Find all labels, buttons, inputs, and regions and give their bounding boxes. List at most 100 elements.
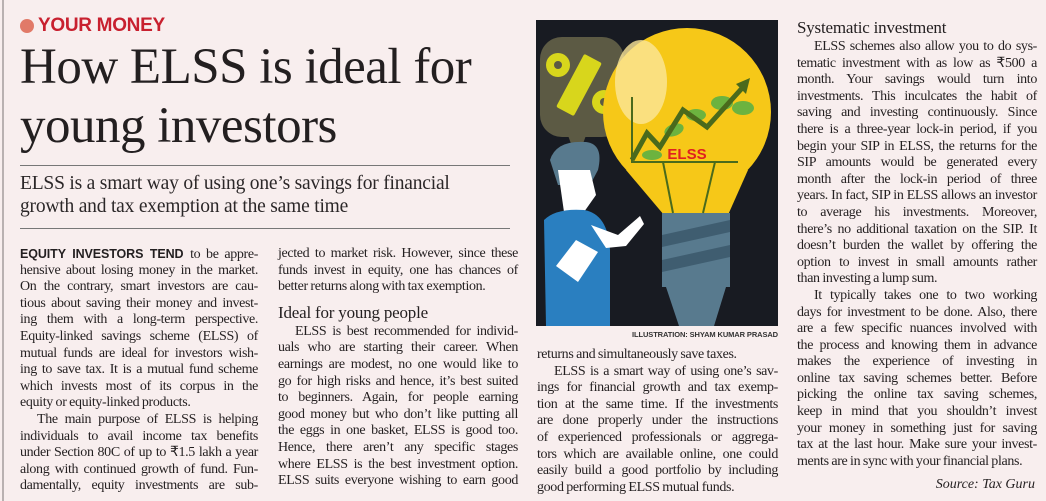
line-text: to beginners. Again, for people earning: [278, 390, 518, 406]
line-text: good money but who don’t like putting al…: [278, 406, 518, 422]
text-line: along with continued growth of fund. Fun…: [20, 462, 258, 479]
text-line: returns and simultaneously save taxes.: [537, 347, 778, 364]
person-figure: [544, 141, 644, 326]
line-text: your money in something just for saving: [797, 420, 1037, 436]
line-text: doesn’t burden the wallet by offering th…: [797, 238, 1037, 254]
article-column-2: jected to market risk. However, since th…: [278, 246, 518, 490]
text-line: ELSS suits everyone wishing to earn good: [278, 473, 518, 490]
text-line: picking the online tax saving schemes,: [797, 387, 1037, 404]
headline: How ELSS is ideal for young investors: [20, 38, 520, 156]
text-line: month. Your savings would turn into: [797, 72, 1037, 89]
line-text: earnings are modest, no one would like t…: [278, 356, 518, 372]
text-line: days for investment to be done. Also, th…: [797, 305, 1037, 322]
line-text: tors which are available online, one cou…: [537, 446, 778, 462]
divider: [20, 165, 510, 166]
text-line: the eggs in one basket, ELSS is good too…: [278, 423, 518, 440]
line-text: the process and knowing them in advance: [797, 337, 1037, 353]
text-line: investments. This inculcates the habit o…: [797, 89, 1037, 106]
text-line: ments are in sync with your financial pl…: [797, 454, 1037, 471]
deck-line: growth and tax exemption at the same tim…: [20, 196, 349, 217]
text-line: makes the experience of investing in: [797, 354, 1037, 371]
line-text: are done properly under the instructions: [537, 413, 778, 429]
line-text: years. In fact, SIP in ELSS allows an in…: [797, 188, 1037, 204]
line-text: funds invest in equity, one has chances …: [278, 262, 518, 278]
text-line: the process and knowing them in advance: [797, 338, 1037, 355]
line-text: ELSS schemes also allow you to do sys-: [814, 39, 1037, 54]
text-line: doesn’t burden the wallet by offering th…: [797, 238, 1037, 255]
text-line: than investing a lump sum.: [797, 271, 1037, 288]
illustration-credit: ILLUSTRATION: SHYAM KUMAR PRASAD: [632, 330, 778, 339]
text-line: to beginners. Again, for people earning: [278, 390, 518, 407]
text-line: are a few specific nuances involved with: [797, 321, 1037, 338]
line-text: Equity-linked savings scheme (ELSS) of: [20, 328, 258, 344]
subheading: Ideal for young people: [278, 302, 428, 322]
line-text: ings for financial growth and tax exemp-: [537, 380, 778, 396]
text-line: It typically takes one to two working: [797, 288, 1037, 305]
line-text: jected to market risk. However, since th…: [278, 246, 518, 261]
text-line: saving and investing continuously. Since: [797, 105, 1037, 122]
text-line: funds invest in equity, one has chances …: [278, 263, 518, 280]
line-text: month. Your savings would turn into: [797, 72, 1037, 88]
text-line: hensive about losing money in the market…: [20, 263, 258, 280]
line-text: SIP amounts would be generated every: [797, 155, 1037, 171]
line-text: individuals to avail income tax benefits: [20, 428, 258, 444]
line-text: saving and investing continuously. Since: [797, 105, 1037, 121]
line-text: begin your SIP in ELSS, the returns for …: [797, 138, 1037, 154]
line-text: damentally, equity investments are sub-: [20, 478, 258, 494]
text-line: which invests most of its corpus in the: [20, 379, 258, 396]
line-text: picking the online tax saving schemes,: [797, 387, 1037, 403]
line-text: investments. This inculcates the habit o…: [797, 88, 1037, 104]
text-line: easily build a good portfolio by includi…: [537, 463, 778, 480]
text-line: jected to market risk. However, since th…: [278, 246, 518, 263]
text-line: tious about saving their money and inves…: [20, 296, 258, 313]
text-line: good performing ELSS mutual funds.: [537, 480, 778, 497]
line-text: under Section 80C of up to ₹1.5 lakh a y…: [20, 445, 258, 461]
line-text: tion at the same time. If the investment…: [537, 396, 778, 412]
line-text: tious about saving their money and inves…: [20, 295, 258, 311]
section-label: YOUR MONEY: [38, 15, 165, 36]
line-text: ments are in sync with your financial pl…: [797, 453, 1023, 469]
line-text: online tax saving schemes better. Before: [797, 370, 1037, 386]
line-text: are a few specific nuances involved with: [797, 321, 1037, 337]
text-line: tax at the last hour. Make sure your inv…: [797, 437, 1037, 454]
deck: ELSS is a smart way of using one’s savin…: [20, 172, 520, 218]
text-line: better returns along with tax exemption.: [278, 279, 518, 296]
line-text: there’s no additional taxation on the SI…: [797, 221, 1037, 237]
headline-line: How ELSS is ideal for: [20, 39, 472, 95]
article-column-3: returns and simultaneously save taxes. EL…: [537, 347, 778, 496]
text-line: to average his investments. Moreover,: [797, 205, 1037, 222]
text-line: ELSS schemes also allow you to do sys-: [797, 39, 1037, 56]
chart-label: ELSS: [667, 146, 706, 163]
line-text: than investing a lump sum.: [797, 271, 938, 287]
line-text: equity or equity-linked products.: [20, 395, 191, 411]
text-line: ELSS is best recommended for individ-: [278, 324, 518, 341]
text-line: tion at the same time. If the investment…: [537, 397, 778, 414]
text-line: years. In fact, SIP in ELSS allows an in…: [797, 188, 1037, 205]
text-line: there is a three-year lock-in period, if…: [797, 122, 1037, 139]
line-text: ELSS is a smart way of using one’s sav-: [554, 363, 778, 379]
headline-line: young investors: [20, 98, 337, 154]
line-text: the eggs in one basket, ELSS is good too…: [278, 423, 518, 439]
line-text: where ELSS is the best investment option…: [278, 456, 518, 472]
line-text: days for investment to be done. Also, th…: [797, 304, 1037, 320]
text-line: are done properly under the instructions: [537, 413, 778, 430]
line-text: ELSS is best recommended for individ-: [295, 323, 518, 339]
growth-chart-icon: ELSS: [629, 78, 754, 214]
line-text: keep in mind that you shouldn’t invest: [797, 404, 1037, 420]
line-text: mutual funds are ideal for investors wis…: [20, 345, 258, 361]
line-text: ELSS suits everyone wishing to earn good: [278, 473, 518, 489]
bullet-dot-icon: [20, 19, 34, 33]
text-line: uals who are starting their career. When: [278, 340, 518, 357]
line-text: On the contrary, smart investors are cau…: [20, 279, 258, 295]
line-text: month after the lock-in period of three: [797, 171, 1037, 187]
line-text: of experienced professionals or aggrega-: [537, 429, 778, 445]
line-text: to be appre-: [190, 247, 259, 262]
text-line: Hence, there aren’t any specific stages: [278, 440, 518, 457]
line-text: ing them with a long-term perspective.: [20, 312, 258, 328]
text-line: tematic investment with as low as ₹500 a: [797, 56, 1037, 73]
text-line: of experienced professionals or aggrega-: [537, 430, 778, 447]
line-text: hensive about losing money in the market…: [20, 262, 258, 278]
text-line: Equity-linked savings scheme (ELSS) of: [20, 329, 258, 346]
line-text: good performing ELSS mutual funds.: [537, 479, 735, 495]
text-line: under Section 80C of up to ₹1.5 lakh a y…: [20, 445, 258, 462]
